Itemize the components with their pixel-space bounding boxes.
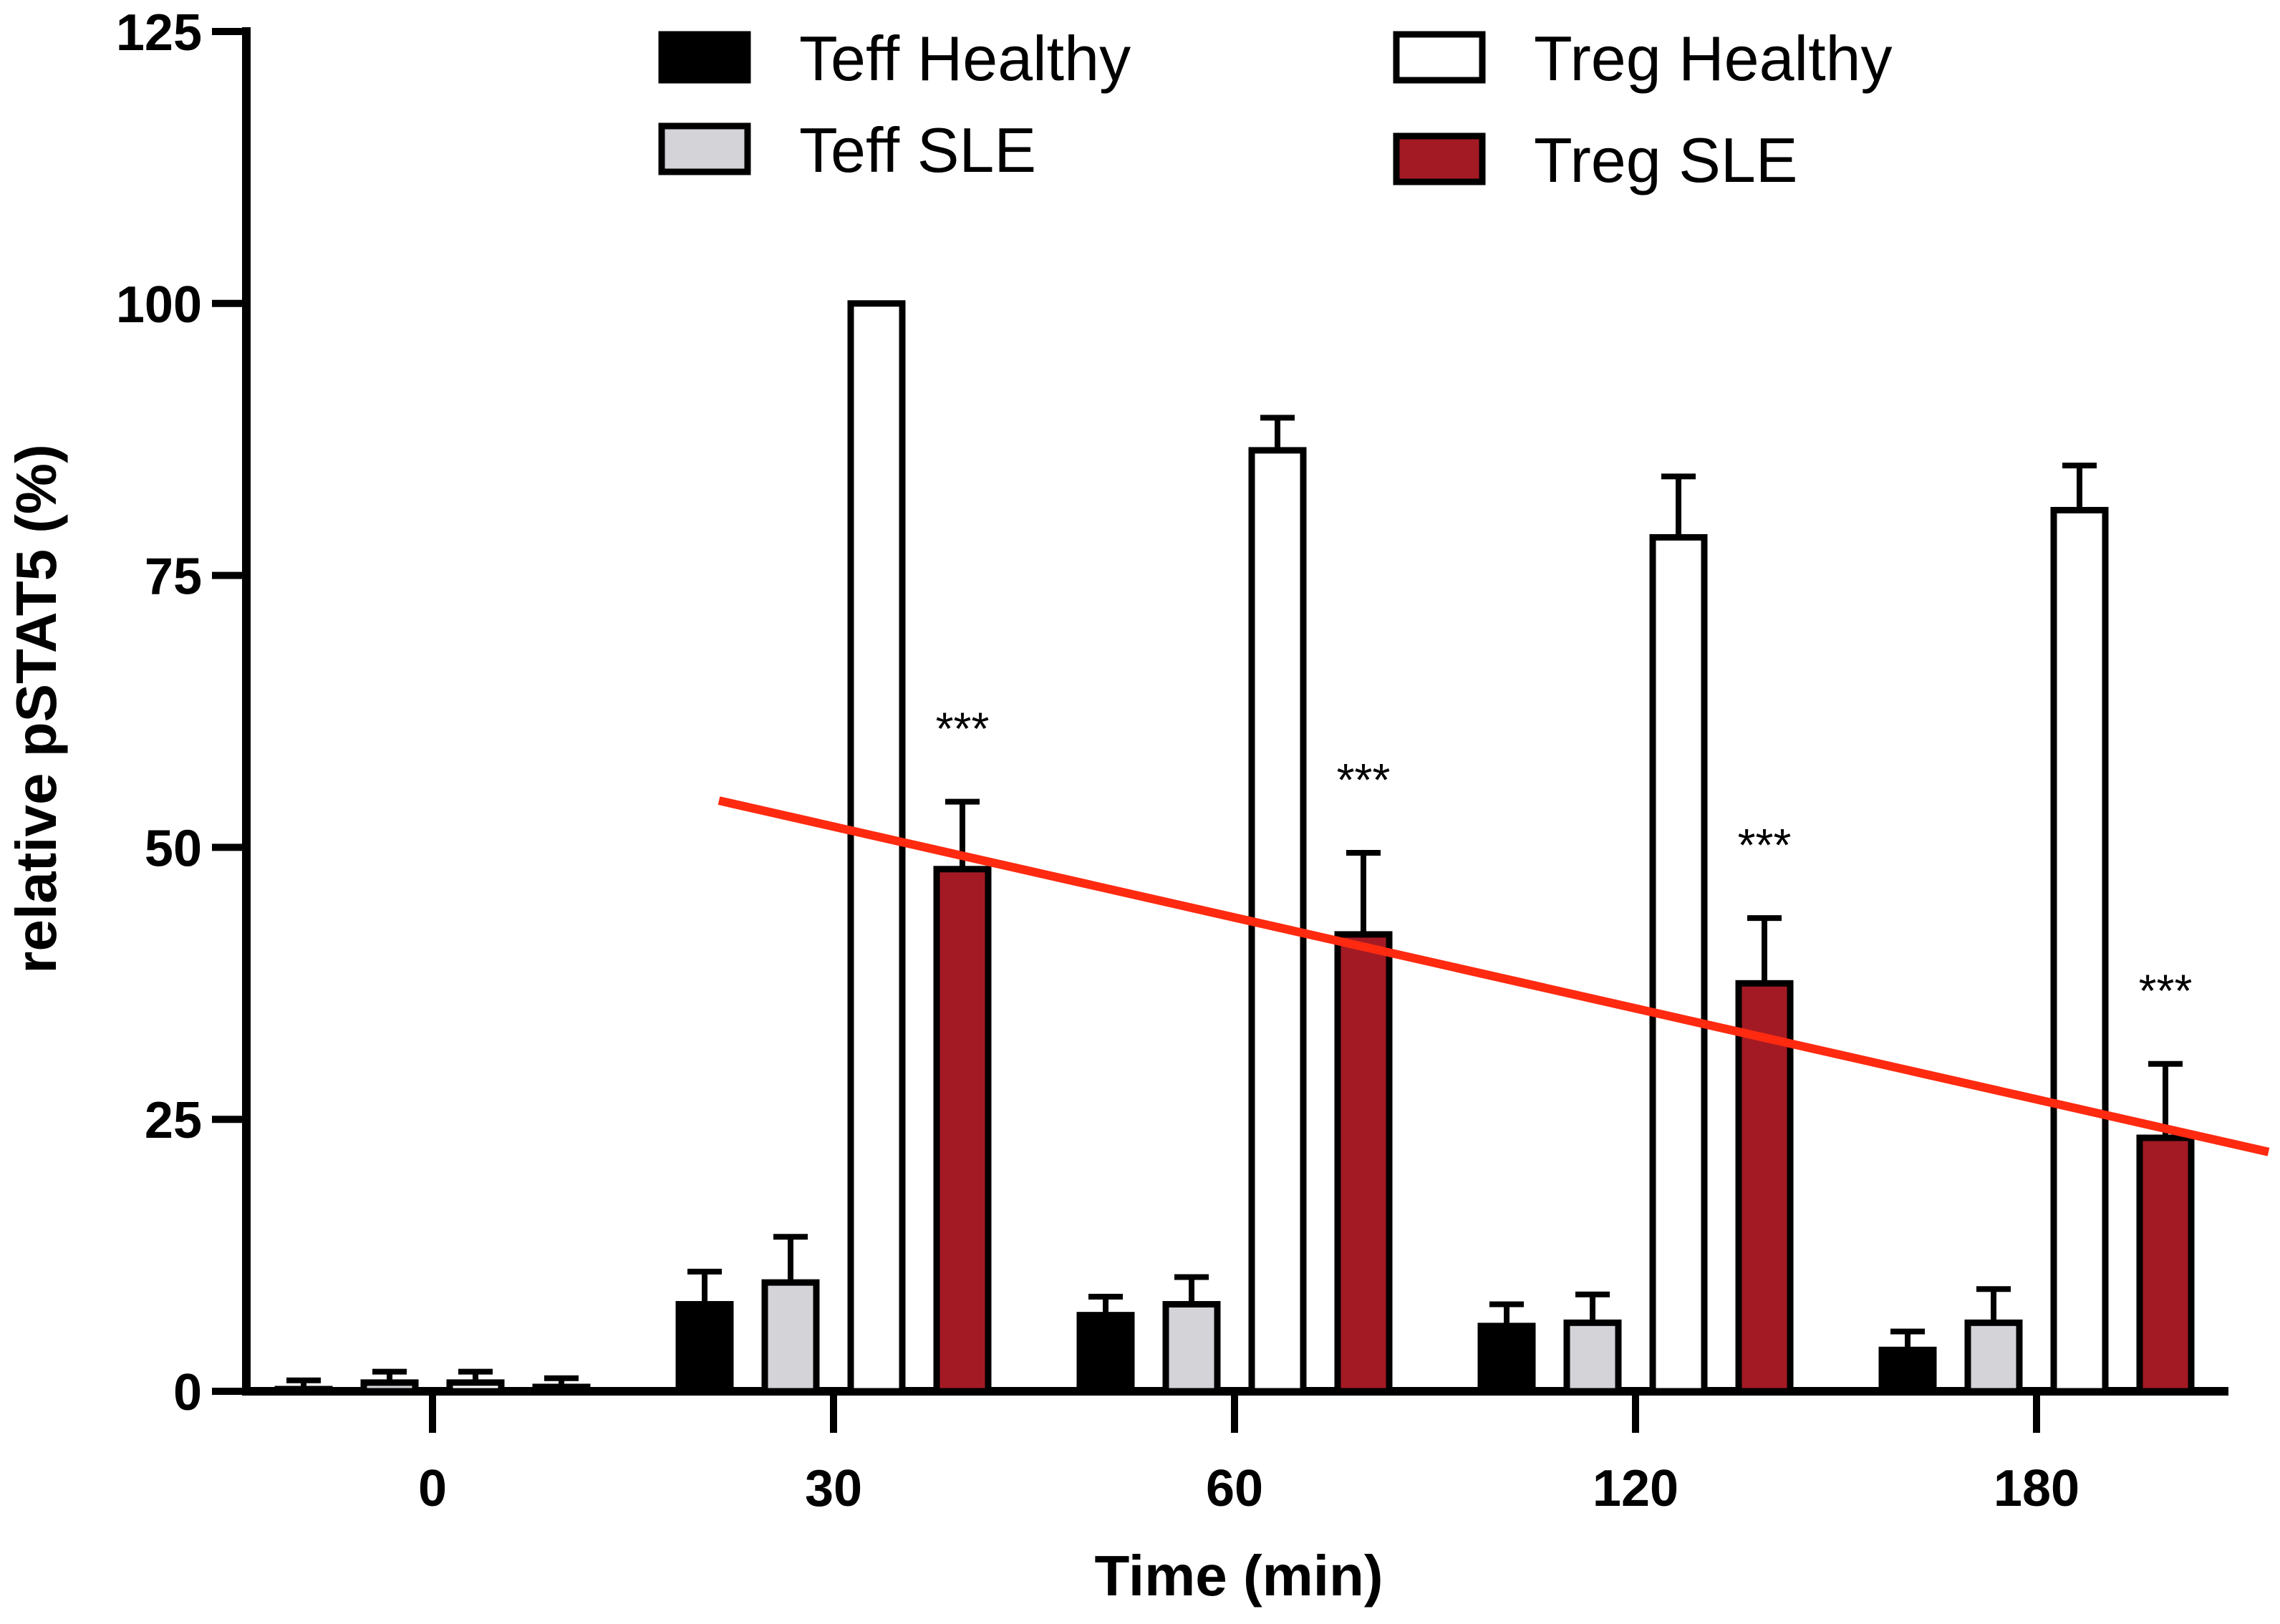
x-tick-label: 60 — [1206, 1460, 1263, 1517]
legend-swatch — [658, 122, 751, 175]
x-tick-label: 180 — [1994, 1460, 2079, 1517]
x-tick-label: 0 — [418, 1460, 447, 1517]
bar-treg-healthy-120 — [1649, 533, 1708, 1395]
y-ticks: 0 25 50 75 100 125 — [116, 4, 246, 1421]
bar-treg-sle-180 — [2136, 1134, 2195, 1395]
bar-teff-healthy-0 — [274, 1386, 333, 1395]
y-tick-label: 50 — [145, 820, 202, 877]
bar-treg-sle-60 — [1334, 931, 1393, 1395]
y-tick-label: 100 — [116, 276, 202, 334]
legend-swatch — [658, 31, 751, 84]
legend-swatch — [1393, 132, 1486, 185]
significance-label: *** — [1337, 754, 1391, 806]
legend-swatch — [1393, 31, 1486, 84]
significance-label: *** — [1738, 819, 1792, 871]
bar-teff-healthy-180 — [1878, 1346, 1937, 1395]
significance-label: *** — [2139, 965, 2193, 1017]
axes — [242, 27, 2228, 1396]
x-axis-title: Time (min) — [1094, 1544, 1383, 1608]
y-axis-title: relative pSTAT5 (%) — [4, 444, 68, 973]
bar-teff-healthy-120 — [1477, 1323, 1536, 1395]
bar-teff-healthy-60 — [1076, 1312, 1135, 1395]
bar-teff-sle-120 — [1563, 1319, 1622, 1395]
bar-teff-sle-180 — [1964, 1319, 2023, 1395]
legend-label: Teff SLE — [799, 115, 1036, 185]
significance-label: *** — [936, 703, 990, 755]
x-ticks: 0 30 60 120 180 — [418, 1391, 2079, 1517]
legend: Teff Healthy Teff SLE Treg Healthy Treg SLE — [658, 23, 1893, 195]
bar-teff-sle-0 — [360, 1379, 419, 1395]
y-tick-label: 75 — [145, 548, 202, 606]
y-tick-label: 0 — [173, 1364, 202, 1421]
x-tick-label: 120 — [1593, 1460, 1678, 1517]
trend-line — [718, 796, 2270, 1156]
bar-treg-healthy-0 — [446, 1379, 505, 1395]
bars — [274, 300, 2195, 1395]
error-bars — [286, 415, 2183, 1389]
significance-annotations: *** *** *** *** — [936, 703, 2193, 1017]
y-tick-label: 125 — [116, 4, 202, 62]
bar-teff-sle-30 — [761, 1279, 820, 1395]
legend-label: Treg Healthy — [1534, 23, 1893, 94]
x-tick-label: 30 — [805, 1460, 862, 1517]
legend-label: Treg SLE — [1534, 125, 1797, 195]
bar-treg-healthy-30 — [847, 300, 906, 1395]
bar-teff-healthy-30 — [675, 1300, 734, 1395]
bar-treg-sle-0 — [532, 1383, 591, 1395]
bar-treg-healthy-180 — [2050, 506, 2109, 1395]
y-tick-label: 25 — [145, 1092, 202, 1149]
bar-treg-sle-30 — [933, 866, 992, 1395]
legend-label: Teff Healthy — [799, 23, 1131, 94]
bar-teff-sle-60 — [1162, 1300, 1221, 1395]
